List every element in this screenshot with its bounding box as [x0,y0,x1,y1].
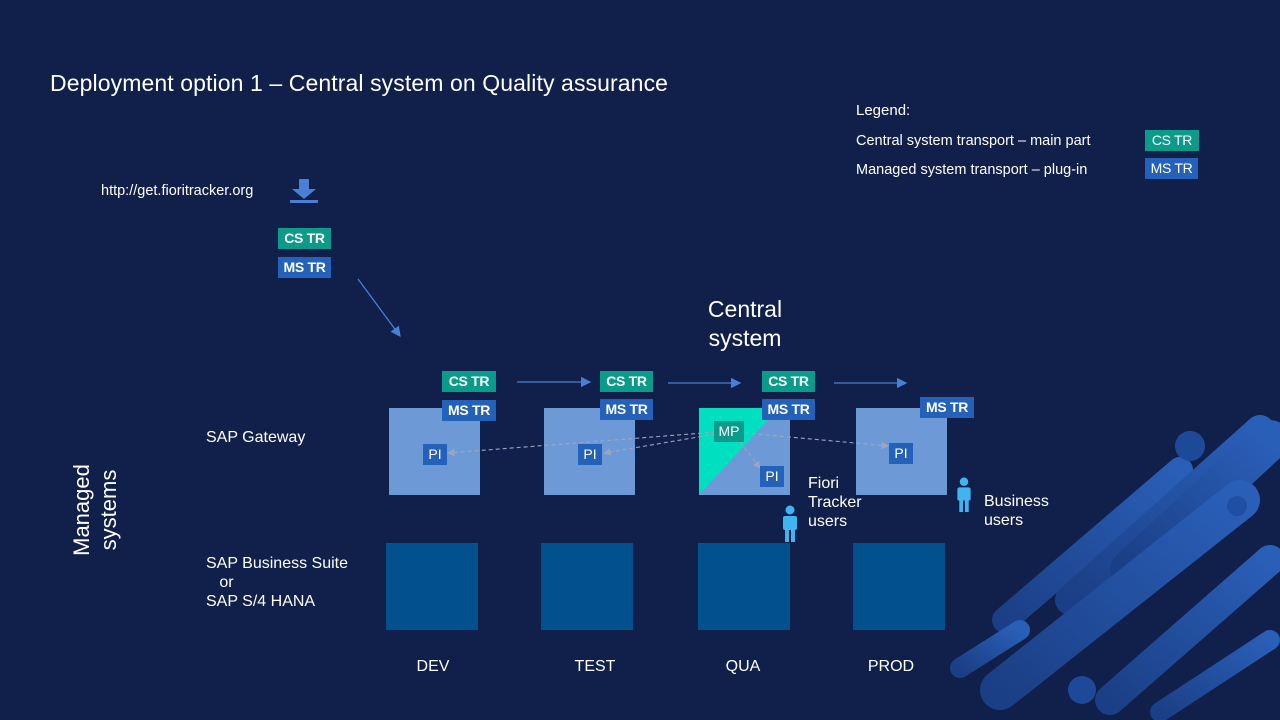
test-cs-tag: CS TR [600,371,653,392]
business-users-label: Business users [984,493,1049,529]
env-label-dev: DEV [416,658,450,675]
pi-qua: PI [760,466,784,487]
legend-title: Legend: [856,102,911,119]
pi-prod: PI [889,443,913,464]
legend-text-ms: Managed system transport – plug-in [856,162,1088,178]
pi-dev: PI [423,444,447,465]
env-label-qua: QUA [725,658,761,675]
central-system-label: Central system [707,296,783,351]
slide-title: Deployment option 1 – Central system on … [50,70,669,96]
legend-ms-tag: MS TR [1145,158,1198,179]
qua-ms-tag: MS TR [762,399,815,420]
download-url: http://get.fioritracker.org [101,183,254,199]
managed-systems-label: Managed systems [69,464,121,556]
suite-box-test [541,543,633,630]
legend-cs-tag: CS TR [1145,130,1199,151]
pi-test: PI [578,444,602,465]
test-ms-tag: MS TR [600,399,653,420]
legend-text-cs: Central system transport – main part [856,133,1091,149]
dev-cs-tag: CS TR [442,371,496,392]
suite-box-qua [698,543,790,630]
prod-ms-tag: MS TR [920,397,974,418]
business-user-icon [957,477,971,513]
suite-box-prod [853,543,945,630]
env-label-test: TEST [574,658,616,675]
main-part-qua: MP [714,421,744,442]
suite-row-label: SAP Business Suite or SAP S/4 HANA [206,555,349,610]
gateway-row-label: SAP Gateway [206,429,306,446]
suite-box-dev [386,543,478,630]
fiori-users-label: Fiori Tracker users [808,475,862,530]
env-label-prod: PROD [867,658,915,675]
source-cs-tag: CS TR [278,228,331,249]
qua-cs-tag: CS TR [762,371,815,392]
fiori-user-icon [783,505,797,542]
source-ms-tag: MS TR [278,257,331,278]
download-icon [290,179,318,203]
dev-ms-tag: MS TR [442,400,496,421]
